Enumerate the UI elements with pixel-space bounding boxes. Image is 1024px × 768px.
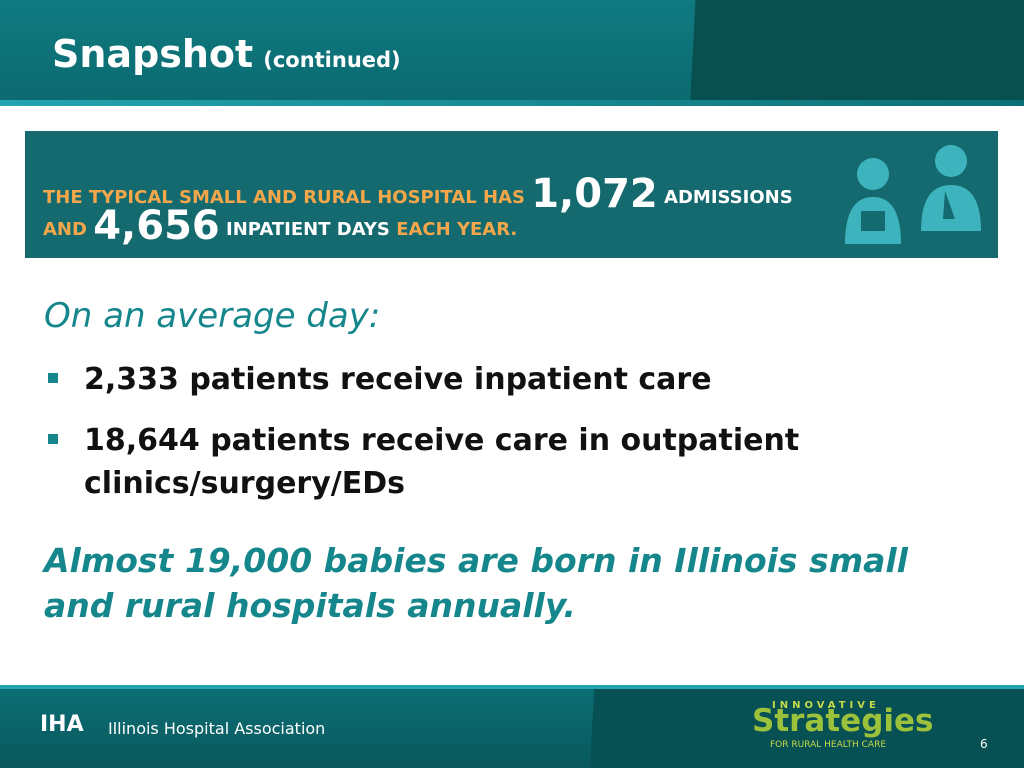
banner-text: THE TYPICAL SMALL AND RURAL HOSPITAL HAS bbox=[43, 187, 525, 208]
partner-tagline: INNOVATIVE bbox=[772, 700, 880, 711]
header-panel bbox=[690, 0, 1024, 105]
closing-statement: Almost 19,000 babies are born in Illinoi… bbox=[44, 541, 908, 625]
title-text: Snapshot bbox=[52, 32, 254, 76]
banner-text: AND bbox=[43, 219, 87, 240]
header-band bbox=[0, 0, 1024, 105]
bullet: 2,333 patients receive inpatient care bbox=[84, 362, 712, 397]
footer-band bbox=[0, 685, 1024, 768]
bullet-marker bbox=[48, 373, 58, 383]
bullet: 18,644 patients receive care in outpatie… bbox=[84, 423, 800, 501]
heading: On an average day: bbox=[44, 296, 381, 336]
partner-tagline: FOR RURAL HEALTH CARE bbox=[770, 740, 887, 750]
organization-name: Illinois Hospital Association bbox=[108, 719, 326, 738]
banner: THE TYPICAL SMALL AND RURAL HOSPITAL HAS… bbox=[25, 131, 998, 258]
bullet-marker bbox=[48, 434, 58, 444]
banner-text: EACH YEAR. bbox=[396, 219, 518, 240]
banner-number: 4,656 bbox=[93, 203, 220, 249]
banner-number: 1,072 bbox=[531, 171, 658, 217]
banner-line: THE TYPICAL SMALL AND RURAL HOSPITAL HAS… bbox=[43, 171, 793, 217]
page-number: 6 bbox=[980, 737, 988, 751]
banner-text: INPATIENT DAYS bbox=[226, 219, 390, 240]
footer-edge bbox=[0, 685, 1024, 689]
subtitle: (continued) bbox=[263, 48, 401, 72]
banner-text: ADMISSIONS bbox=[664, 187, 793, 208]
partner-name: Strategies bbox=[752, 703, 934, 739]
people-icon bbox=[845, 145, 981, 244]
title: Snapshot (continued) bbox=[52, 32, 401, 76]
header-edge bbox=[0, 100, 1024, 106]
logo-mark: IHA bbox=[40, 712, 84, 737]
banner-line: AND 4,656 INPATIENT DAYS EACH YEAR. bbox=[43, 203, 517, 249]
